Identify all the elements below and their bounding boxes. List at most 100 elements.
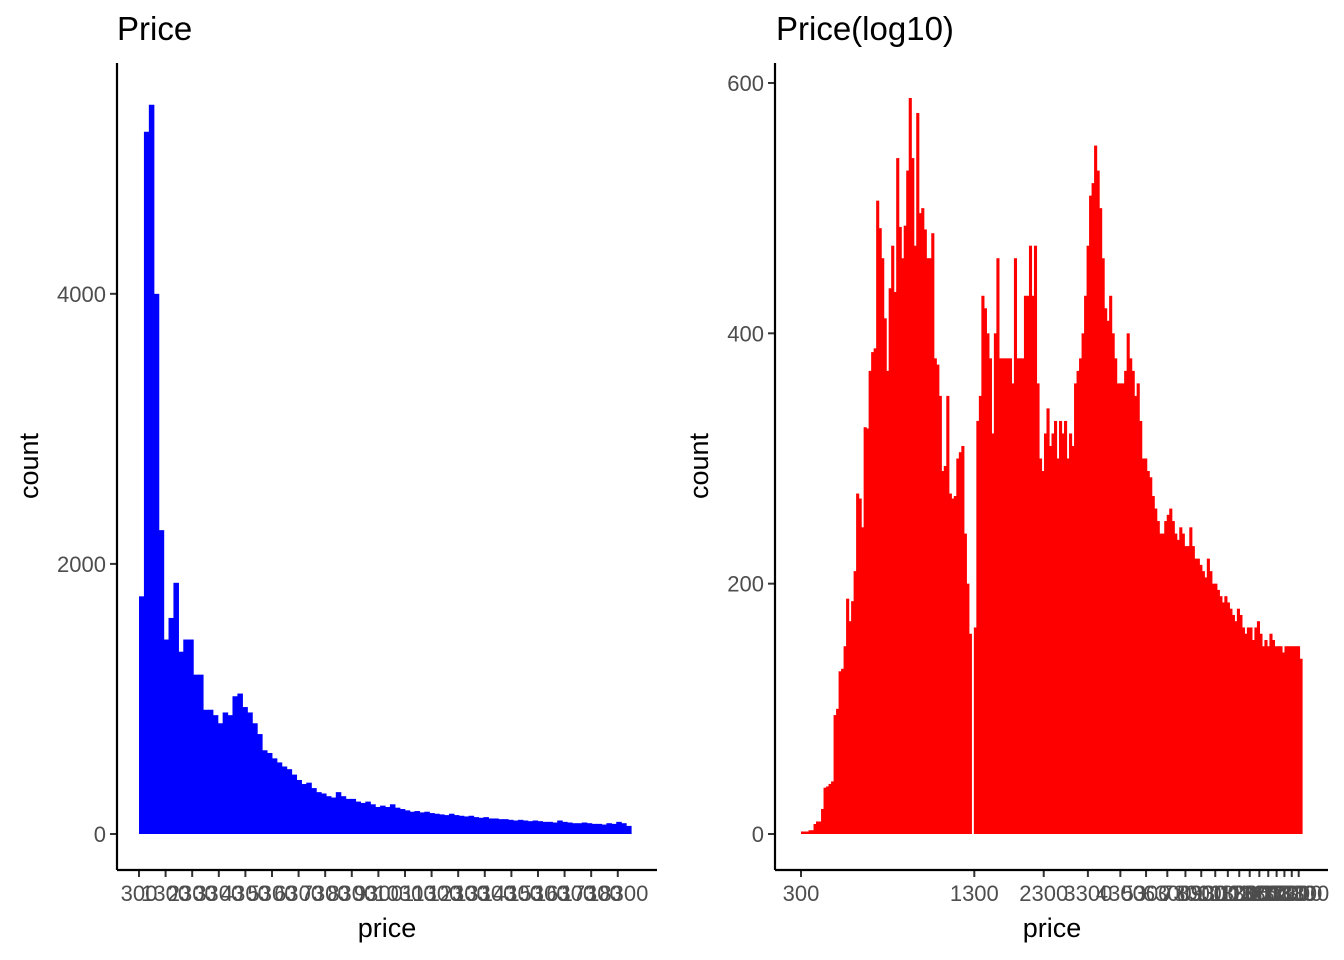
- x-tick-label: 9300: [1191, 881, 1240, 906]
- histogram-bar: [1181, 533, 1185, 834]
- histogram-bar: [291, 774, 298, 834]
- histogram-bar: [1013, 258, 1018, 835]
- histogram-bar: [493, 818, 499, 834]
- histogram-bar: [1096, 170, 1100, 835]
- x-tick-label: 6300: [1143, 881, 1192, 906]
- histogram-bar: [861, 527, 865, 834]
- histogram-bar: [434, 813, 440, 834]
- histogram-bar: [143, 131, 150, 834]
- histogram-bar: [1081, 333, 1085, 834]
- histogram-bar: [1296, 646, 1301, 834]
- histogram-bar: [1036, 383, 1040, 834]
- histogram-bar: [444, 815, 450, 834]
- histogram-bar: [380, 805, 386, 834]
- histogram-bar: [394, 807, 401, 834]
- histogram-bar: [911, 158, 915, 834]
- histogram-bar: [163, 639, 170, 834]
- histogram-bar: [1249, 627, 1253, 834]
- histogram-bar: [503, 819, 509, 834]
- histogram-bar: [948, 493, 952, 834]
- histogram-bar: [1126, 333, 1130, 834]
- histogram-bar: [1231, 614, 1235, 834]
- histogram-bar: [217, 723, 224, 834]
- histogram-bar: [921, 208, 925, 834]
- histogram-bar: [838, 671, 842, 834]
- histogram-bar: [1176, 539, 1180, 834]
- histogram-bar: [1206, 558, 1210, 834]
- histogram-bar: [1239, 614, 1243, 834]
- histogram-bar: [818, 821, 822, 834]
- histogram-bar: [981, 295, 985, 834]
- histogram-bar: [1224, 596, 1228, 834]
- x-tick-label: 3300: [194, 881, 243, 906]
- x-tick-label: 5300: [248, 881, 297, 906]
- histogram-bar: [424, 811, 430, 834]
- histogram-bar: [286, 769, 293, 834]
- histogram-bar: [173, 582, 179, 834]
- histogram-bar: [1028, 245, 1033, 834]
- histogram-bar: [1166, 514, 1170, 834]
- histogram-bar: [1056, 458, 1060, 834]
- histogram-bar: [1003, 358, 1007, 834]
- histogram-bar: [1114, 358, 1118, 834]
- histogram-bar: [923, 229, 927, 834]
- histogram-bar: [439, 814, 445, 834]
- histogram-bar: [1048, 445, 1053, 834]
- x-tick-label: 8300: [327, 881, 376, 906]
- histogram-bar: [409, 811, 416, 834]
- histogram-bar: [998, 358, 1002, 834]
- histogram-bar: [883, 318, 887, 834]
- histogram-bar: [193, 674, 199, 834]
- x-tick-label: 12300: [1219, 881, 1280, 906]
- histogram-bar: [158, 530, 165, 834]
- histogram-bar: [956, 458, 960, 834]
- histogram-bar: [1084, 295, 1088, 834]
- histogram-bar: [1086, 245, 1090, 834]
- histogram-bar: [876, 200, 880, 834]
- histogram-bar: [576, 823, 583, 834]
- histogram-bar: [958, 452, 962, 834]
- histogram-bar: [537, 821, 544, 834]
- x-tick-label: 10300: [374, 881, 435, 906]
- histogram-bar: [1266, 646, 1271, 834]
- histogram-bar: [227, 715, 234, 834]
- histogram-bar: [1241, 627, 1245, 834]
- histogram-bar: [532, 820, 539, 834]
- histogram-bar: [1236, 608, 1240, 834]
- histogram-bar: [1219, 596, 1223, 834]
- histogram-bar: [429, 813, 435, 834]
- histogram-bar: [1139, 420, 1143, 834]
- histogram-bar: [881, 258, 885, 835]
- y-tick-label: 0: [94, 822, 106, 847]
- histogram-bar: [1119, 383, 1123, 834]
- x-tick-label: 15300: [1246, 881, 1307, 906]
- y-axis-title: count: [14, 432, 44, 499]
- histogram-bar: [601, 824, 607, 834]
- histogram-bar: [1071, 445, 1075, 834]
- histogram-bar: [198, 674, 204, 834]
- histogram-bar: [1279, 646, 1283, 834]
- histogram-bar: [1064, 420, 1068, 834]
- histogram-bar: [1059, 420, 1063, 834]
- histogram-bar: [826, 786, 830, 834]
- histogram-bar: [951, 498, 955, 834]
- histogram-bar: [266, 752, 273, 834]
- histogram-bar: [893, 292, 897, 834]
- histogram-bar: [938, 395, 942, 834]
- histogram-bar: [1171, 521, 1175, 834]
- histogram-bar: [547, 821, 553, 834]
- x-tick-label: 4300: [221, 881, 270, 906]
- y-tick-label: 2000: [57, 552, 106, 577]
- histogram-bar: [276, 762, 283, 834]
- histogram-bar: [571, 823, 578, 834]
- histogram-bar: [1023, 295, 1028, 834]
- histogram-bar: [1164, 521, 1168, 834]
- histogram-bar: [891, 245, 895, 834]
- histogram-bar: [1226, 602, 1230, 834]
- histogram-bar: [1271, 639, 1276, 834]
- histogram-bar: [1234, 621, 1238, 834]
- histogram-bar: [988, 358, 992, 834]
- histogram-bar: [1038, 458, 1043, 834]
- histogram-bar: [178, 651, 184, 834]
- histogram-bar: [1144, 458, 1148, 834]
